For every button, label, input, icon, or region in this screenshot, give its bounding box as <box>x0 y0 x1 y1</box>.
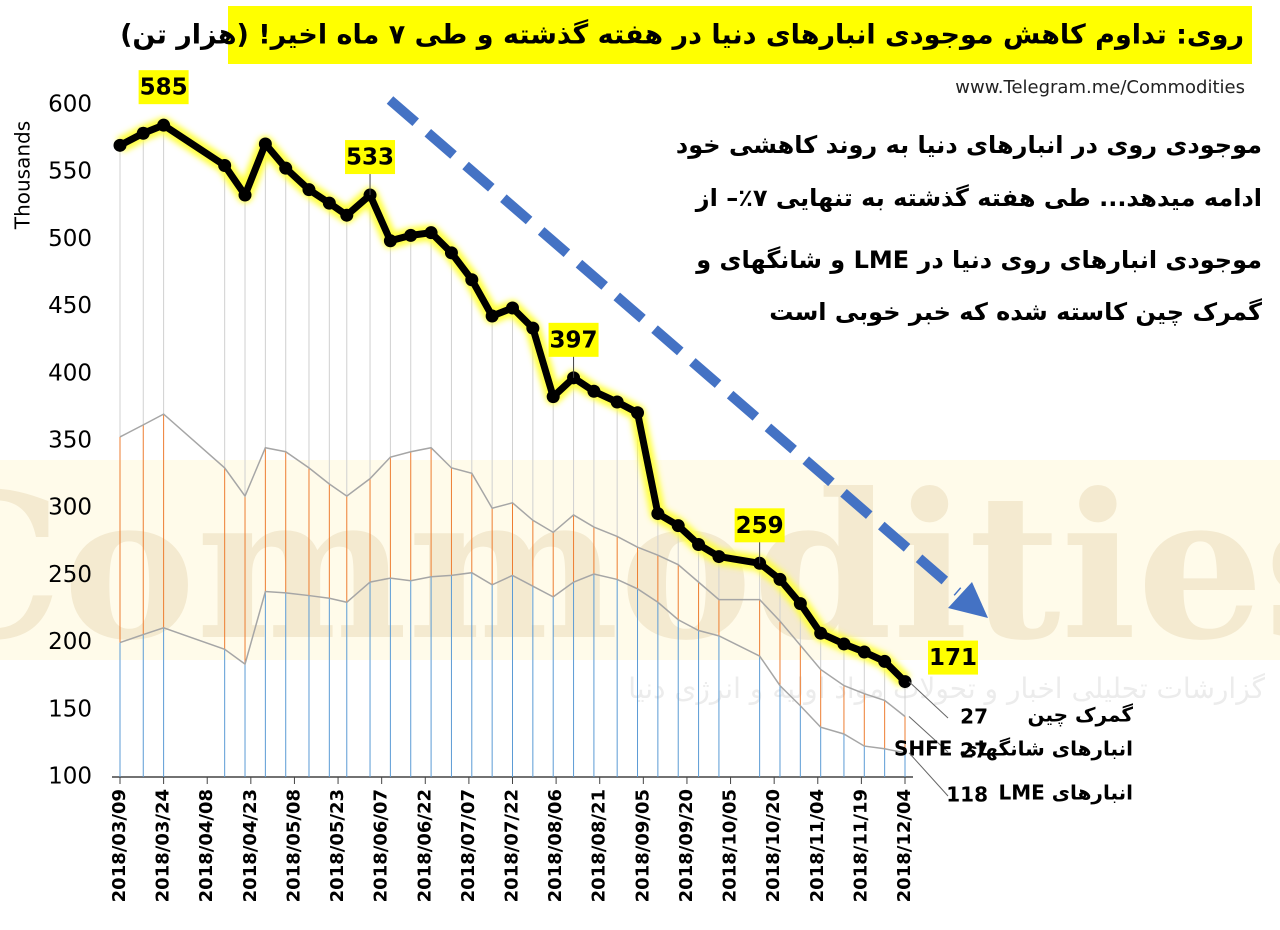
point <box>526 321 540 335</box>
series-line <box>119 413 906 718</box>
point <box>258 137 272 151</box>
end-label-leader <box>908 716 949 753</box>
source: www.Telegram.me/Commodities <box>955 77 1245 98</box>
point <box>587 384 601 398</box>
value-label: 259 <box>736 513 784 539</box>
point <box>157 118 171 132</box>
point <box>340 208 354 222</box>
point <box>404 228 418 242</box>
y-tick-label: 350 <box>48 428 92 454</box>
trend-arrow-head <box>948 582 988 618</box>
end-label-name: گمرک چین <box>1028 703 1134 728</box>
point <box>692 537 706 551</box>
x-tick-label: 2018/07/22 <box>502 789 523 902</box>
point <box>218 158 232 172</box>
annotation: گمرک چین کاسته شده که خبر خوبی است <box>769 298 1262 326</box>
x-tick-label: 2018/10/20 <box>763 789 784 902</box>
x-tick-label: 2018/12/04 <box>894 789 915 902</box>
x-tick-label: 2018/08/21 <box>589 789 610 902</box>
value-label: 171 <box>929 645 977 671</box>
end-label-name: انبارهای LME <box>998 781 1133 805</box>
value-label-box <box>138 70 189 105</box>
value-label-box <box>734 508 785 543</box>
point <box>465 273 479 287</box>
point <box>485 309 499 323</box>
x-tick-label: 2018/09/05 <box>632 789 653 902</box>
x-tick-label: 2018/04/08 <box>196 789 217 902</box>
y-tick-label: 250 <box>48 562 92 588</box>
annotation: ادامه میدهد... طی هفته گذشته به تنهایی ۷… <box>695 184 1262 212</box>
end-label-value: 27 <box>960 739 988 763</box>
point <box>651 507 665 521</box>
value-label: 585 <box>140 75 188 101</box>
x-tick-label: 2018/10/05 <box>720 789 741 902</box>
x-tick-label: 2018/06/22 <box>414 789 435 902</box>
trend-arrow <box>386 96 962 596</box>
y-tick-label: 200 <box>48 629 92 655</box>
y-axis-title: Thousands <box>11 121 35 230</box>
end-label-leader <box>908 681 949 719</box>
end-label-value: 118 <box>946 783 988 807</box>
value-label-box <box>928 640 978 675</box>
end-label-leader <box>908 752 949 797</box>
point <box>712 550 726 564</box>
y-tick-label: 300 <box>48 495 92 521</box>
title-box <box>228 6 1252 64</box>
title: روی: تداوم کاهش موجودی انبارهای دنیا در … <box>120 19 1244 51</box>
background-band <box>0 460 1280 660</box>
x-tick-label: 2018/05/08 <box>283 789 304 902</box>
y-tick-label: 500 <box>48 226 92 252</box>
watermark-subtitle: گزارشات تحلیلی اخبار و تحولات مواد اولیه… <box>628 672 1265 705</box>
annotation: موجودی انبارهای روی دنیا در LME و شانگها… <box>695 246 1262 274</box>
y-tick-label: 100 <box>48 764 92 790</box>
x-tick-label: 2018/03/24 <box>153 789 174 902</box>
end-label-value: 27 <box>960 705 988 729</box>
y-tick-label: 450 <box>48 293 92 319</box>
value-label: 533 <box>346 145 394 171</box>
point <box>279 161 293 175</box>
point <box>506 301 519 315</box>
point <box>631 406 645 420</box>
point <box>444 246 458 260</box>
point <box>302 183 316 197</box>
point <box>837 637 851 651</box>
point <box>814 626 828 640</box>
end-label-name: انبارهای شانگهای SHFE <box>894 737 1133 761</box>
x-tick-label: 2018/11/19 <box>850 789 871 902</box>
x-tick-label: 2018/06/07 <box>371 789 392 902</box>
point <box>671 519 685 533</box>
point <box>610 395 624 409</box>
value-label-box <box>548 322 599 357</box>
point <box>773 572 787 586</box>
y-tick-label: 600 <box>48 92 92 118</box>
y-tick-label: 150 <box>48 696 92 722</box>
x-tick-label: 2018/05/23 <box>327 789 348 902</box>
y-tick-label: 400 <box>48 360 92 386</box>
x-tick-label: 2018/03/09 <box>109 789 130 902</box>
point <box>113 138 127 152</box>
x-tick-label: 2018/09/20 <box>676 789 697 902</box>
point <box>793 597 807 611</box>
point <box>546 390 560 404</box>
point <box>136 126 150 140</box>
point <box>898 675 912 689</box>
x-tick-label: 2018/08/06 <box>545 789 566 902</box>
annotation: موجودی روی در انبارهای دنیا به روند کاهش… <box>676 131 1262 159</box>
watermark: Commodities <box>0 450 1280 685</box>
point <box>878 654 892 668</box>
value-label-box <box>345 140 396 175</box>
point <box>238 188 252 202</box>
point <box>424 226 438 240</box>
x-tick-label: 2018/11/04 <box>807 789 828 902</box>
y-tick-label: 550 <box>48 159 92 185</box>
x-tick-label: 2018/07/07 <box>458 789 479 902</box>
point <box>322 196 336 210</box>
point <box>383 234 397 248</box>
series-line <box>119 571 906 754</box>
point <box>857 645 871 659</box>
value-label: 397 <box>550 327 598 353</box>
x-tick-label: 2018/04/23 <box>240 789 261 902</box>
